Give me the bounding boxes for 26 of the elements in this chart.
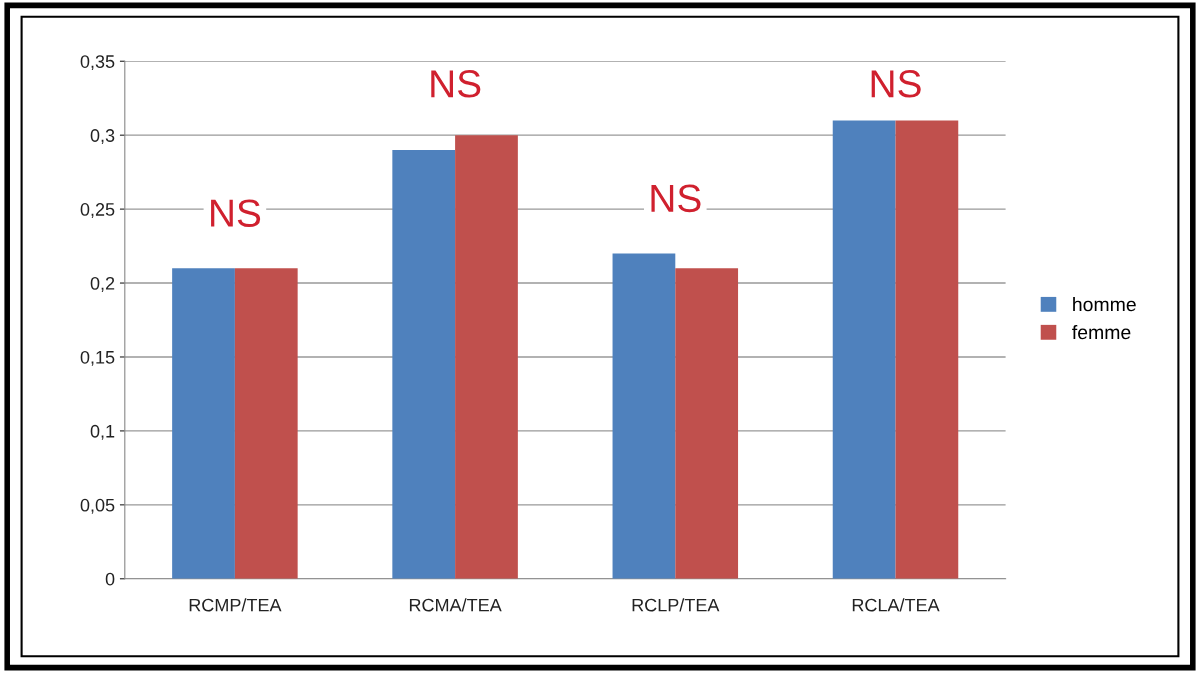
- annotation: NS: [651, 184, 701, 213]
- bar: [832, 120, 896, 579]
- x-tick-label: RCLP/TEA: [632, 598, 720, 612]
- x-tick-label: RCMA/TEA: [409, 598, 502, 612]
- x-tick-label: RCLA/TEA: [852, 598, 940, 612]
- bar: [675, 268, 739, 579]
- bar: [392, 149, 456, 579]
- bar: [172, 268, 235, 579]
- legend-label: homme: [1073, 297, 1136, 312]
- y-tick-label: 0,15: [80, 350, 115, 366]
- bar: [612, 253, 676, 579]
- y-tick-label: 0: [105, 572, 115, 586]
- y-tick-label: 0,3: [90, 129, 115, 145]
- y-tick-label: 0,1: [90, 424, 115, 440]
- y-tick-label: 0,2: [90, 276, 115, 292]
- annotation: NS: [871, 70, 921, 98]
- y-tick-label: 0,35: [80, 55, 115, 71]
- legend-label: femme: [1072, 325, 1131, 340]
- bar: [234, 268, 298, 579]
- bar: [455, 135, 518, 579]
- y-tick-label: 0,25: [80, 203, 115, 218]
- x-tick-label: RCMP/TEA: [189, 598, 282, 612]
- bar: [895, 120, 959, 579]
- y-tick-label: 0,05: [80, 498, 115, 514]
- annotation: NS: [211, 199, 261, 227]
- annotation: NS: [431, 70, 481, 98]
